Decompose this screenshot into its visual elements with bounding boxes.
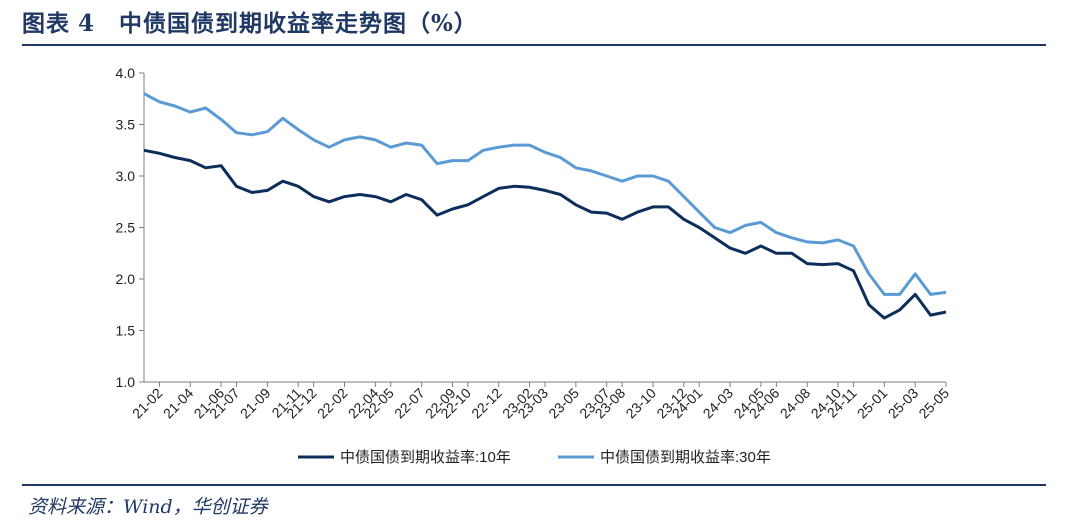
x-tick-label: 21-02: [129, 385, 166, 422]
x-tick-label: 23-10: [622, 385, 659, 422]
series-line-10y: [143, 148, 947, 320]
x-tick-label: 25-05: [915, 385, 952, 422]
x-tick-label: 21-04: [160, 385, 197, 422]
x-tick-label: 23-05: [545, 385, 582, 422]
yield-chart: 4.0 3.5 3.0 2.5 2.0 1.5 1.0 21-0221-0421-0621-…: [116, 65, 953, 466]
figure-number: 4: [78, 10, 96, 37]
x-tick-label: 24-08: [777, 385, 814, 422]
source-rule: [22, 484, 1046, 486]
chart-legend: 中债国债到期收益率:10年 中债国债到期收益率:30年: [298, 449, 771, 466]
chart-axes: [143, 73, 946, 383]
figure-title: 图表 4 中债国债到期收益率走势图（%）: [22, 4, 478, 38]
y-axis-ticks: 4.0 3.5 3.0 2.5 2.0 1.5 1.0: [116, 65, 144, 390]
y-tick-label: 4.0: [116, 65, 136, 81]
y-tick-label: 1.5: [116, 323, 136, 339]
x-tick-label: 25-03: [885, 385, 922, 422]
x-axis-ticks: 21-0221-0421-0621-0721-0921-1121-1222-02…: [129, 382, 952, 421]
y-tick-label: 3.5: [116, 117, 136, 133]
legend-label-10y: 中债国债到期收益率:10年: [340, 449, 511, 466]
title-rule: [22, 44, 1046, 46]
x-tick-label: 22-02: [314, 385, 351, 422]
x-tick-label: 24-03: [700, 385, 737, 422]
y-tick-label: 2.0: [116, 271, 136, 287]
figure-label: 图表: [22, 10, 70, 37]
figure-caption: 中债国债到期收益率走势图（%）: [119, 10, 478, 37]
x-tick-label: 22-07: [391, 385, 428, 422]
series-lines: [143, 92, 947, 320]
x-tick-label: 22-12: [468, 385, 505, 422]
x-tick-label: 21-09: [237, 385, 274, 422]
source-note: 资料来源：Wind，华创证券: [28, 496, 268, 518]
y-tick-label: 3.0: [116, 168, 136, 184]
x-tick-label: 25-01: [854, 385, 891, 422]
legend-label-30y: 中债国债到期收益率:30年: [600, 449, 771, 466]
series-line-30y: [143, 92, 947, 296]
y-tick-label: 2.5: [116, 220, 136, 236]
y-tick-label: 1.0: [116, 374, 136, 390]
